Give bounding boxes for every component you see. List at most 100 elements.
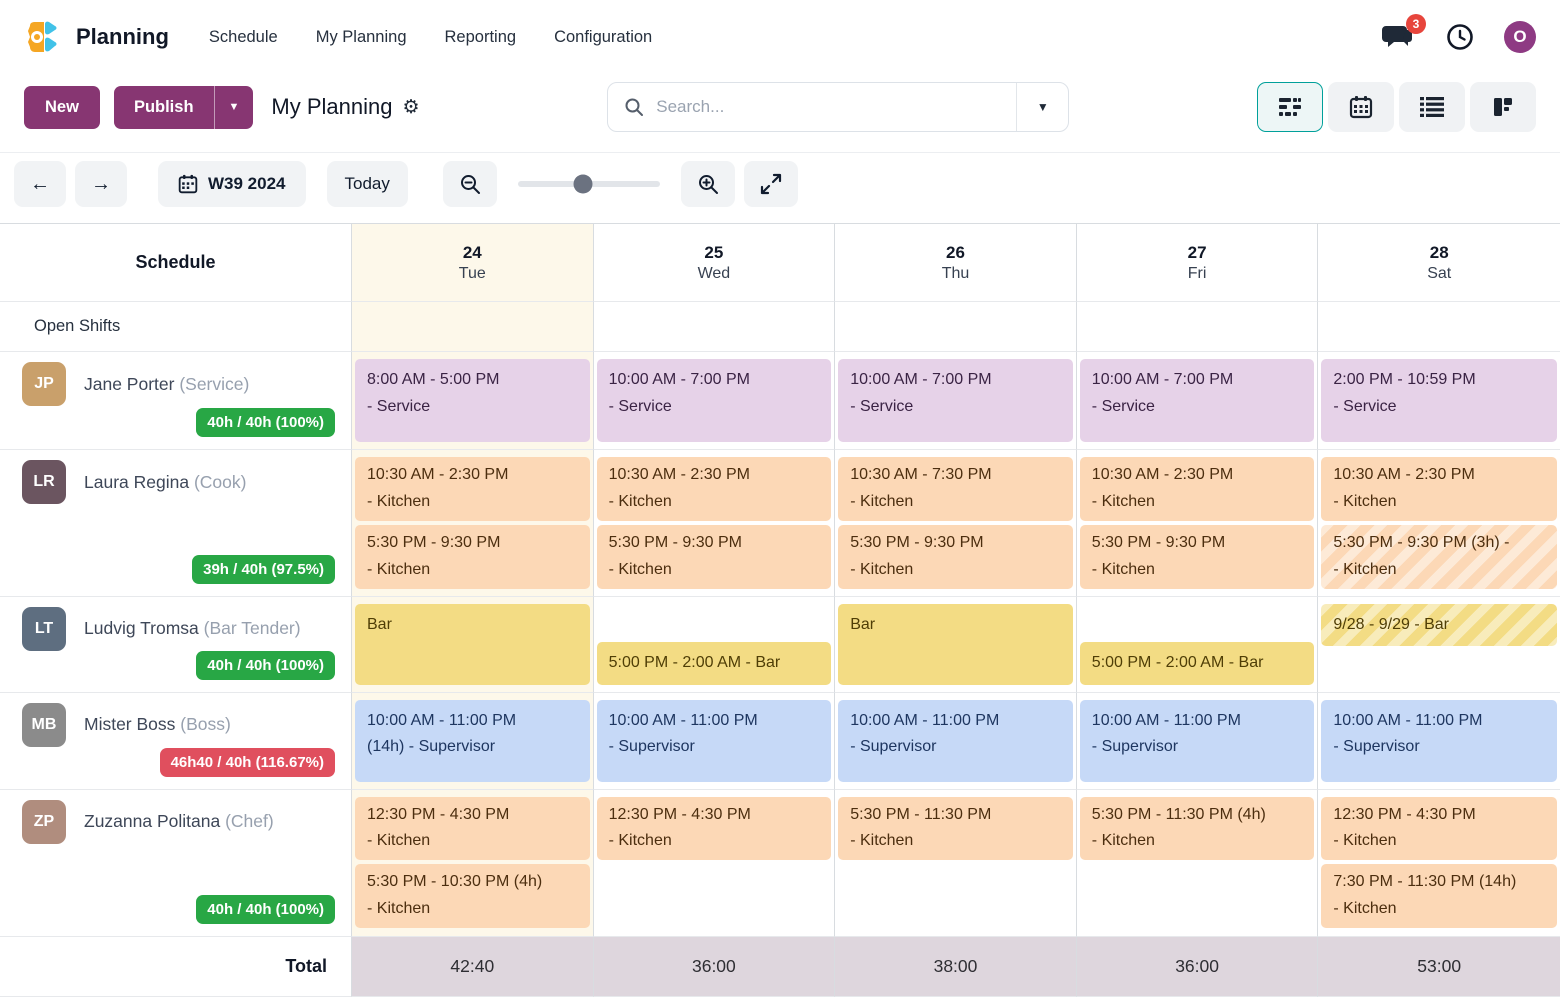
open-shifts-row-label[interactable]: Open Shifts [0, 302, 352, 352]
calendar-icon [178, 174, 198, 194]
prev-week-button[interactable]: ← [14, 161, 66, 207]
shift-block[interactable]: 10:30 AM - 2:30 PM - Kitchen [1321, 457, 1557, 521]
kanban-view-icon [1493, 98, 1512, 116]
shift-text: - Kitchen [608, 832, 672, 850]
zoom-out-button[interactable] [442, 161, 497, 207]
shift-block[interactable]: 5:30 PM - 9:30 PM - Kitchen [355, 524, 590, 589]
shift-text: 9/28 - 9/29 - Bar [1333, 615, 1450, 633]
search-filters-dropdown[interactable]: ▼ [1016, 83, 1068, 131]
shift-block[interactable]: 7:30 PM - 11:30 PM (14h) - Kitchen [1321, 864, 1557, 928]
view-gantt-button[interactable] [1256, 82, 1323, 132]
messages-button[interactable]: 3 [1382, 14, 1426, 52]
schedule-cell-jane-porter-wed: 10:00 AM - 7:00 PM - Service [593, 352, 836, 450]
employee-name: Zuzanna Politana (Chef) [84, 811, 274, 831]
shift-block[interactable]: 10:00 AM - 11:00 PM - Supervisor [1321, 699, 1557, 782]
zoom-slider-knob[interactable] [573, 174, 593, 194]
gantt-view-icon [1278, 98, 1301, 116]
employee-name: Ludvig Tromsa (Bar Tender) [84, 618, 301, 638]
open-shifts-cell-fri[interactable] [1076, 302, 1319, 352]
page-title: My Planning [271, 94, 393, 119]
today-button[interactable]: Today [326, 161, 408, 207]
shift-block[interactable]: 10:30 AM - 2:30 PM - Kitchen [355, 457, 590, 521]
activities-clock-icon[interactable] [1446, 23, 1474, 51]
view-kanban-button[interactable] [1469, 82, 1536, 132]
schedule-cell-zuzanna-politana-sat: 12:30 PM - 4:30 PM - Kitchen 7:30 PM - 11:… [1318, 789, 1560, 937]
shift-block[interactable]: 5:00 PM - 2:00 AM - Bar [596, 641, 832, 685]
shift-text: 10:00 AM - 11:00 PM [1333, 711, 1483, 729]
day-number: 24 [462, 242, 482, 262]
publish-button[interactable]: Publish [113, 85, 214, 129]
next-week-button[interactable]: → [75, 161, 127, 207]
total-cell-fri: 36:00 [1076, 936, 1319, 997]
employee-row-ludvig-tromsa[interactable]: LT Ludvig Tromsa (Bar Tender) 40h / 40h (1… [0, 596, 352, 693]
nav-item-my-planning[interactable]: My Planning [315, 27, 407, 46]
open-shifts-cell-tue[interactable] [352, 302, 594, 352]
shift-block[interactable]: 10:30 AM - 7:30 PM - Kitchen [838, 457, 1073, 521]
shift-text: 10:00 AM - 7:00 PM [850, 371, 992, 388]
shift-text: - Kitchen [367, 492, 431, 510]
shift-block[interactable]: 10:00 AM - 7:00 PM - Service [838, 359, 1073, 442]
search-input[interactable] [656, 97, 1017, 117]
shift-block[interactable]: 10:00 AM - 11:00 PM - Supervisor [1079, 699, 1315, 782]
shift-block[interactable]: 10:00 AM - 11:00 PM (14h) - Supervisor [355, 699, 590, 782]
view-list-button[interactable] [1398, 82, 1465, 132]
expand-button[interactable] [743, 161, 798, 207]
shift-text: 12:30 PM - 4:30 PM [608, 805, 751, 823]
schedule-cell-jane-porter-fri: 10:00 AM - 7:00 PM - Service [1076, 352, 1319, 450]
shift-block[interactable]: 12:30 PM - 4:30 PM - Kitchen [355, 796, 590, 861]
schedule-cell-zuzanna-politana-fri: 5:30 PM - 11:30 PM (4h) - Kitchen [1076, 789, 1319, 937]
app-brand[interactable]: Planning [24, 18, 169, 56]
shift-block[interactable]: 5:30 PM - 9:30 PM - Kitchen [838, 524, 1073, 589]
open-shifts-cell-sat[interactable] [1318, 302, 1560, 352]
shift-block[interactable]: 10:00 AM - 11:00 PM - Supervisor [838, 699, 1073, 782]
shift-block[interactable]: 5:30 PM - 10:30 PM (4h) - Kitchen [355, 864, 590, 928]
employee-row-zuzanna-politana[interactable]: ZP Zuzanna Politana (Chef) 40h / 40h (100%… [0, 789, 352, 937]
shift-block[interactable]: 10:00 AM - 7:00 PM - Service [1079, 359, 1315, 442]
calendar-view-icon [1349, 96, 1373, 119]
shift-block[interactable]: 10:00 AM - 7:00 PM - Service [596, 359, 832, 442]
new-button[interactable]: New [24, 85, 100, 129]
shift-block[interactable]: Bar [355, 603, 590, 685]
shift-block[interactable]: 5:30 PM - 9:30 PM (3h) - - Kitchen [1321, 524, 1557, 589]
open-shifts-cell-thu[interactable] [835, 302, 1077, 352]
shift-block[interactable]: 9/28 - 9/29 - Bar [1321, 603, 1557, 647]
shift-block[interactable]: 2:00 PM - 10:59 PM - Service [1321, 359, 1557, 442]
shift-text: - Service [1333, 397, 1397, 415]
shift-block[interactable]: 5:00 PM - 2:00 AM - Bar [1079, 641, 1315, 685]
view-calendar-button[interactable] [1327, 82, 1394, 132]
zoom-slider[interactable] [517, 174, 660, 194]
shift-block[interactable]: Bar [838, 603, 1073, 685]
main-menu: Schedule My Planning Reporting Configuratio… [209, 28, 652, 47]
shift-block[interactable]: 8:00 AM - 5:00 PM - Service [355, 359, 590, 442]
open-shifts-cell-wed[interactable] [593, 302, 836, 352]
schedule-cell-mister-boss-wed: 10:00 AM - 11:00 PM - Supervisor [593, 692, 836, 790]
employee-row-jane-porter[interactable]: JP Jane Porter (Service) 40h / 40h (100%) [0, 352, 352, 450]
publish-split-button: Publish ▼ [113, 85, 254, 129]
shift-block[interactable]: 10:30 AM - 2:30 PM - Kitchen [1079, 457, 1315, 521]
employee-row-laura-regina[interactable]: LR Laura Regina (Cook) 39h / 40h (97.5%) [0, 450, 352, 597]
zoom-in-button[interactable] [680, 161, 735, 207]
gear-icon[interactable]: ⚙ [402, 96, 420, 118]
shift-block[interactable]: 12:30 PM - 4:30 PM - Kitchen [1321, 796, 1557, 861]
shift-block[interactable]: 12:30 PM - 4:30 PM - Kitchen [596, 796, 832, 861]
shift-text: 5:30 PM - 11:30 PM (4h) [1091, 805, 1266, 823]
employee-row-mister-boss[interactable]: MB Mister Boss (Boss) 46h40 / 40h (116.67%… [0, 692, 352, 790]
nav-item-reporting[interactable]: Reporting [444, 27, 517, 46]
shift-text: - Kitchen [608, 560, 672, 578]
shift-block[interactable]: 10:30 AM - 2:30 PM - Kitchen [596, 457, 832, 521]
shift-block[interactable]: 10:00 AM - 11:00 PM - Supervisor [596, 699, 832, 782]
week-picker-button[interactable]: W39 2024 [158, 161, 306, 207]
shift-block[interactable]: 5:30 PM - 11:30 PM - Kitchen [838, 796, 1073, 861]
shift-block[interactable]: 5:30 PM - 9:30 PM - Kitchen [596, 524, 832, 589]
shift-block[interactable]: 5:30 PM - 11:30 PM (4h) - Kitchen [1079, 796, 1315, 861]
shift-text: 10:00 AM - 11:00 PM [1091, 711, 1241, 729]
shift-text: - Supervisor [850, 738, 937, 756]
nav-item-schedule[interactable]: Schedule [208, 27, 278, 46]
shift-text: - Kitchen [1091, 492, 1155, 510]
shift-text: 12:30 PM - 4:30 PM [367, 805, 510, 823]
user-avatar[interactable]: O [1504, 21, 1536, 53]
shift-block[interactable]: 5:30 PM - 9:30 PM - Kitchen [1079, 524, 1315, 589]
nav-item-configuration[interactable]: Configuration [554, 27, 653, 46]
shift-text: - Kitchen [1091, 832, 1155, 850]
publish-dropdown-button[interactable]: ▼ [213, 85, 254, 129]
